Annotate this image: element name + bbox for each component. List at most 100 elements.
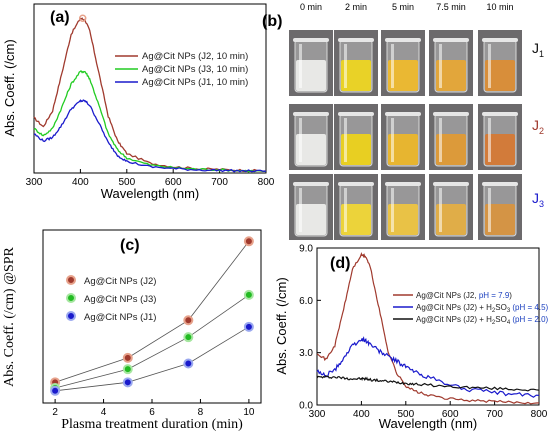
beaker-rim: [433, 182, 469, 186]
x-tick-label: 400: [72, 177, 89, 188]
panel-d-frame: [316, 247, 540, 406]
beaker-liquid: [485, 134, 515, 165]
panel-c-legend-1: Ag@Cit NPs (J2): [84, 276, 156, 287]
panel-a-xlabel: Wavelength (nm): [101, 186, 200, 201]
panel-d-ticks: 300 400 500 600 700 800 0.0 3.0 6.0 9.0: [299, 244, 548, 421]
panel-d: (d) 300 400 500 600 700 800 0.0 3.0 6.0 9.0 Wavel…: [274, 244, 549, 432]
panel-b-time-headers: 0 min 2 min 5 min 7.5 min 10 min: [300, 2, 514, 12]
x-tick-label: 800: [531, 409, 548, 420]
series-line-red: [316, 251, 540, 405]
panel-c-legend-3: Ag@Cit NPs (J1): [84, 312, 156, 323]
data-point-green: [243, 289, 254, 300]
beaker-liquid: [485, 60, 515, 91]
beaker-liquid: [436, 204, 466, 235]
beaker-highlight: [299, 44, 302, 88]
legend-dot-green: [66, 293, 76, 303]
panel-c: (c) 2 4 6 8 10 Plasma treatment duration (mi…: [2, 229, 262, 432]
beaker-highlight: [299, 188, 302, 232]
panel-c-ylabel: Abs. Coeff. (/cm) @SPR: [2, 246, 17, 386]
beaker-liquid: [296, 134, 326, 165]
panel-a-frame: [33, 3, 267, 174]
beaker-rim: [293, 182, 329, 186]
legend-dot-red: [66, 275, 76, 285]
x-tick-label: 700: [486, 409, 503, 420]
panel-a-legend-3: Ag@Cit NPs (J1, 10 min): [142, 77, 248, 88]
panel-a-legend-2: Ag@Cit NPs (J3, 10 min): [142, 64, 248, 75]
beaker-rim: [293, 112, 329, 116]
data-point-blue: [243, 321, 254, 332]
x-tick-label: 8: [198, 407, 204, 418]
panel-a-lines: [33, 14, 267, 173]
panel-b-row-labels: J1 J2 J3: [532, 40, 544, 209]
beaker-liquid: [296, 204, 326, 235]
beaker-highlight: [344, 44, 347, 88]
beaker-liquid: [436, 134, 466, 165]
panel-d-letter: (d): [330, 255, 350, 272]
panel-b-photo-grid: [289, 30, 522, 240]
data-point-red: [183, 315, 194, 326]
beaker-rim: [433, 38, 469, 42]
beaker-highlight: [391, 188, 394, 232]
beaker-liquid: [436, 60, 466, 91]
time-header: 0 min: [300, 2, 322, 12]
y-tick-label: 0.0: [299, 401, 313, 412]
beaker-highlight: [344, 118, 347, 162]
panel-d-ylabel: Abs. Coeff. (/cm): [274, 277, 289, 374]
series-line-blue: [316, 336, 540, 398]
row-label-j2: J2: [532, 117, 544, 136]
x-tick-label: 4: [101, 407, 107, 418]
legend-dot-blue: [66, 311, 76, 321]
panel-a-letter: (a): [50, 9, 70, 26]
beaker-highlight: [439, 44, 442, 88]
beaker-liquid: [296, 60, 326, 91]
x-tick-label: 700: [211, 177, 228, 188]
series-connector-blue: [55, 326, 250, 392]
beaker-highlight: [344, 188, 347, 232]
beaker-rim: [433, 112, 469, 116]
beaker-liquid: [485, 204, 515, 235]
data-point-blue: [183, 358, 194, 369]
data-point-green: [183, 332, 194, 343]
time-header: 5 min: [392, 2, 414, 12]
x-tick-label: 600: [442, 409, 459, 420]
series-line-red: [33, 17, 267, 173]
panel-b: (b) 0 min 2 min 5 min 7.5 min 10 min J1 J2 J…: [262, 2, 544, 240]
series-connector-green: [54, 294, 250, 389]
panel-d-legend-2: Ag@Cit NPs (J2) + H2SO3 (pH = 4.5): [416, 303, 549, 314]
beaker-highlight: [488, 118, 491, 162]
beaker-highlight: [391, 118, 394, 162]
x-tick-label: 400: [353, 409, 370, 420]
panel-c-legend-2: Ag@Cit NPs (J3): [84, 294, 156, 305]
y-tick-label: 9.0: [299, 244, 313, 255]
time-header: 2 min: [345, 2, 367, 12]
panel-a-legend: Ag@Cit NPs (J2, 10 min) Ag@Cit NPs (J3, …: [115, 51, 248, 88]
data-point-green: [122, 364, 133, 375]
series-line-blue: [34, 99, 266, 173]
panel-a-legend-1: Ag@Cit NPs (J2, 10 min): [142, 51, 248, 62]
beaker-liquid: [341, 134, 371, 165]
x-tick-label: 500: [118, 177, 135, 188]
beaker-rim: [338, 182, 374, 186]
x-tick-label: 800: [258, 177, 275, 188]
beaker-rim: [293, 38, 329, 42]
beaker-highlight: [299, 118, 302, 162]
beaker-rim: [338, 38, 374, 42]
beaker-rim: [482, 182, 518, 186]
series-line-black: [316, 375, 540, 392]
series-connector-red: [54, 241, 250, 383]
x-tick-label: 300: [26, 177, 43, 188]
time-header: 10 min: [486, 2, 513, 12]
y-tick-label: 6.0: [299, 296, 313, 307]
beaker-rim: [385, 38, 421, 42]
data-point-red: [122, 352, 133, 363]
beaker-rim: [385, 182, 421, 186]
peak-marker: [78, 14, 87, 22]
beaker-highlight: [488, 188, 491, 232]
x-tick-label: 6: [149, 407, 155, 418]
beaker-rim: [482, 112, 518, 116]
panel-a: (a) 300 400 500 600 700 800 Wavelength (nm) A…: [2, 3, 275, 201]
panel-c-legend: Ag@Cit NPs (J2) Ag@Cit NPs (J3) Ag@Cit N…: [66, 275, 156, 323]
panel-b-letter: (b): [262, 13, 282, 30]
panel-d-legend: Ag@Cit NPs (J2, pH = 7.9) Ag@Cit NPs (J2…: [393, 291, 549, 326]
beaker-liquid: [341, 204, 371, 235]
